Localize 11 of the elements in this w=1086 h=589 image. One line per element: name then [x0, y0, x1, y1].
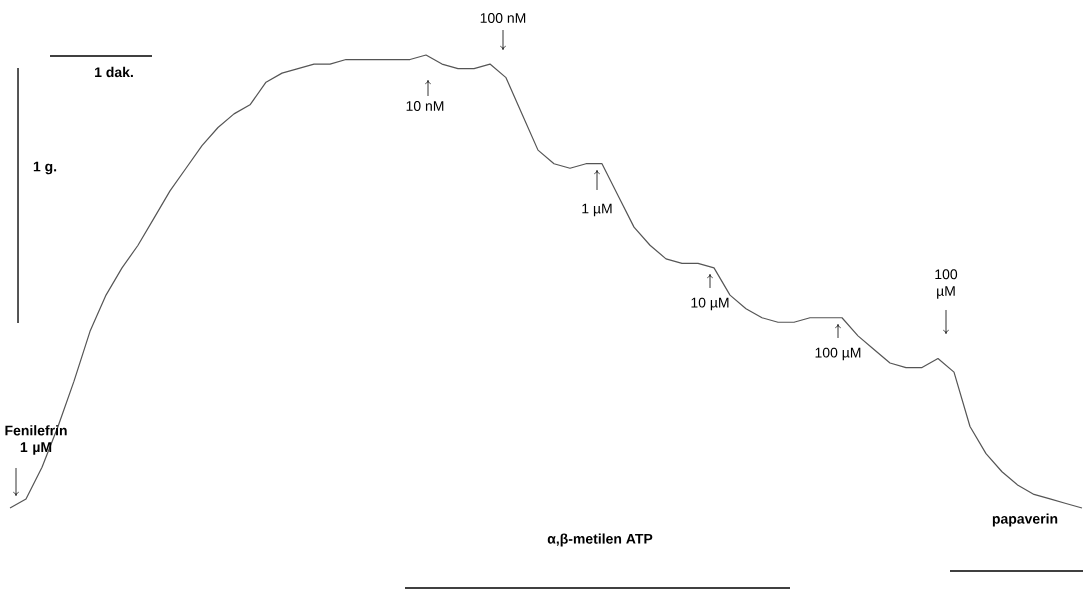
annotation: 10 nM	[406, 101, 444, 111]
annotation: 1 µM	[582, 203, 612, 217]
text: papaverin	[992, 513, 1058, 527]
annotation: 1 g.	[33, 161, 57, 175]
annotation: 10 µM	[691, 297, 729, 311]
annotation: 100 µM	[815, 347, 861, 361]
text: α,β-metilen ATP	[547, 533, 653, 547]
annotation: 100 µM	[935, 269, 958, 299]
text: 100 nM	[480, 13, 526, 23]
annotation: Fenilefrin 1 µM	[5, 425, 67, 455]
annotation: 1 dak.	[95, 66, 133, 78]
